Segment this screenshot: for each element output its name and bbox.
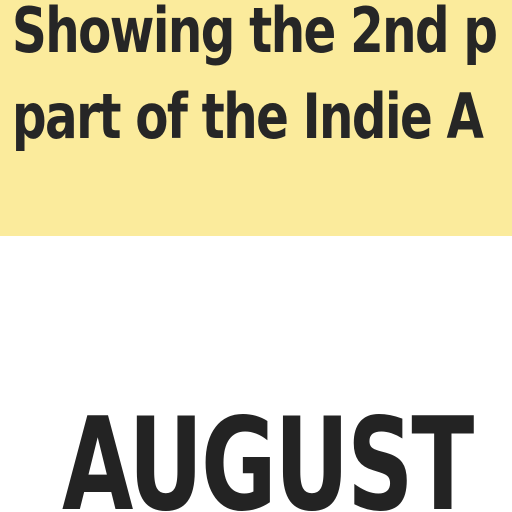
notice-banner: Showing the 2nd p part of the Indie A xyxy=(0,0,512,236)
notice-text-line-2: part of the Indie A xyxy=(12,80,484,153)
month-heading: AUGUST xyxy=(62,391,474,512)
notice-text-line-1: Showing the 2nd p xyxy=(12,0,498,67)
